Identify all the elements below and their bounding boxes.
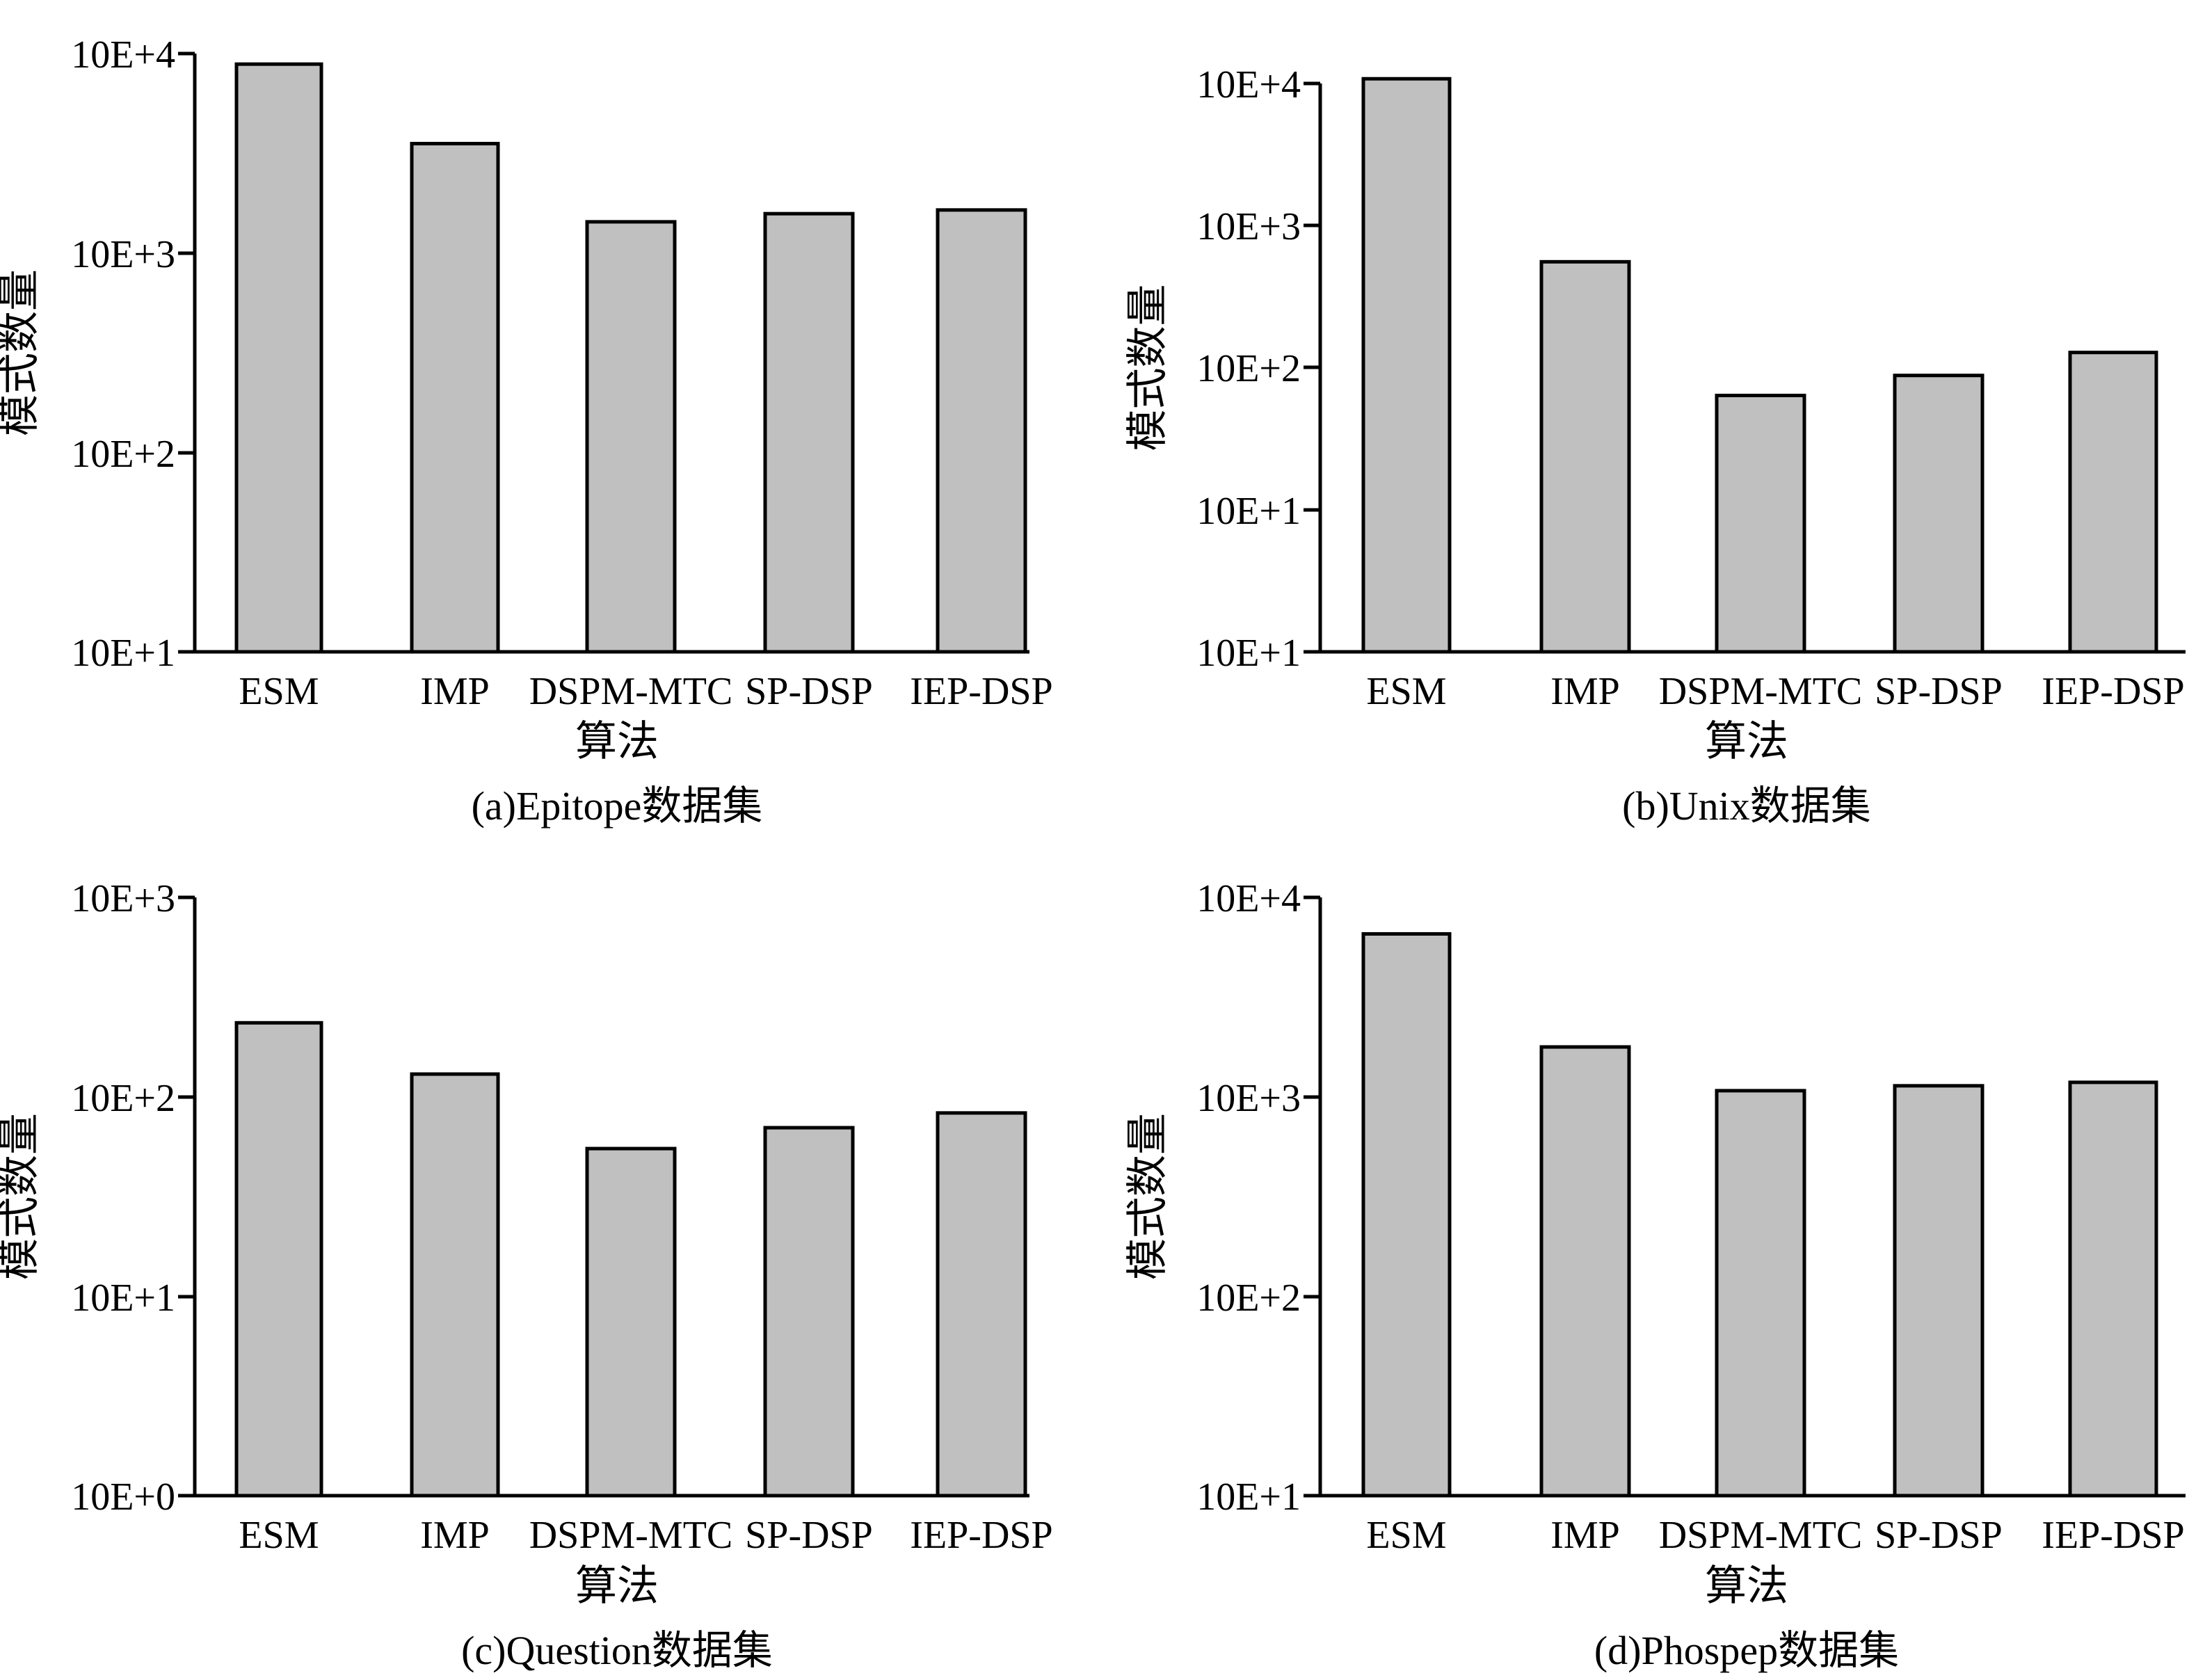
y-tick-label: 10E+1 xyxy=(1196,1475,1301,1519)
bar-imp xyxy=(1539,1045,1631,1498)
bar-esm xyxy=(1361,931,1452,1498)
y-tick-label: 10E+1 xyxy=(1196,490,1301,533)
y-tick-label: 10E+1 xyxy=(71,632,175,675)
x-tick-label: ESM xyxy=(1366,670,1446,713)
y-tick-label: 10E+4 xyxy=(1196,63,1301,106)
x-axis-label: 算法 xyxy=(1705,1563,1788,1609)
x-tick-label: IEP-DSP xyxy=(910,670,1052,713)
chart-panel-c: 10E+0 10E+1 10E+2 10E+3 ESM IMP DSPM-MTC SP-DSP… xyxy=(0,877,1053,1673)
x-tick-label: SP-DSP xyxy=(1875,670,2003,713)
x-tick-label: IMP xyxy=(1550,670,1620,713)
bar-iep-dsp xyxy=(2068,1080,2158,1498)
x-tick-label: IMP xyxy=(420,1514,490,1557)
y-axis-label: 模式数量 xyxy=(0,1113,42,1280)
bar-imp xyxy=(1539,259,1631,654)
chart-caption: (a)Epitope数据集 xyxy=(472,783,763,829)
x-tick-label: DSPM-MTC xyxy=(529,670,733,713)
chart-panel-b: 10E+1 10E+1 10E+2 10E+3 10E+4 ESM IMP DSPM-MTC S… xyxy=(1125,63,2186,829)
y-axis-label: 模式数量 xyxy=(1125,285,1171,451)
chart-caption: (b)Unix数据集 xyxy=(1622,783,1871,829)
bar-iep-dsp xyxy=(936,1111,1027,1498)
x-tick-label: IMP xyxy=(1550,1514,1620,1557)
chart-panel-a: 10E+1 10E+2 10E+3 10E+4 ESM IMP DSPM-MTC SP-DSP… xyxy=(0,33,1053,829)
x-tick-label: IEP-DSP xyxy=(910,1514,1052,1557)
chart-panel-d: 10E+1 10E+2 10E+3 10E+4 ESM IMP DSPM-MTC SP-DSP… xyxy=(1125,877,2186,1673)
x-tick-label: DSPM-MTC xyxy=(1659,670,1863,713)
chart-caption: (d)Phospep数据集 xyxy=(1594,1628,1899,1673)
bar-sp-dsp xyxy=(763,1126,855,1498)
y-tick-label: 10E+0 xyxy=(71,1475,175,1519)
y-tick-label: 10E+3 xyxy=(1196,205,1301,248)
chart-caption: (c)Question数据集 xyxy=(461,1628,773,1673)
x-tick-label: IMP xyxy=(420,670,490,713)
x-tick-label: IEP-DSP xyxy=(2042,1514,2184,1557)
x-axis-label: 算法 xyxy=(1705,719,1788,765)
x-axis-label: 算法 xyxy=(575,1563,659,1609)
x-tick-label: ESM xyxy=(239,670,319,713)
bar-esm xyxy=(234,1021,323,1498)
bar-dspm-mtc xyxy=(585,220,677,654)
bar-sp-dsp xyxy=(763,211,855,654)
x-tick-label: SP-DSP xyxy=(745,670,873,713)
bar-dspm-mtc xyxy=(1715,1089,1806,1498)
x-tick-label: ESM xyxy=(239,1514,319,1557)
bar-dspm-mtc xyxy=(585,1146,677,1498)
y-tick-label: 10E+2 xyxy=(1196,1277,1301,1320)
y-tick-label: 10E+3 xyxy=(1196,1077,1301,1120)
y-tick-label: 10E+4 xyxy=(71,33,175,77)
x-axis-label: 算法 xyxy=(575,719,659,765)
y-tick-label: 10E+1 xyxy=(1196,632,1301,675)
bar-sp-dsp xyxy=(1893,1084,1984,1498)
bar-dspm-mtc xyxy=(1715,393,1806,654)
y-tick-label: 10E+2 xyxy=(71,1077,175,1120)
x-tick-label: ESM xyxy=(1366,1514,1446,1557)
y-tick-label: 10E+3 xyxy=(71,877,175,920)
y-tick-label: 10E+2 xyxy=(1196,347,1301,390)
bar-sp-dsp xyxy=(1893,374,1984,654)
y-axis-label: 模式数量 xyxy=(0,269,42,436)
bar-esm xyxy=(1361,77,1452,654)
x-tick-label: DSPM-MTC xyxy=(529,1514,733,1557)
x-tick-label: IEP-DSP xyxy=(2042,670,2184,713)
bar-imp xyxy=(410,1072,500,1498)
x-tick-label: DSPM-MTC xyxy=(1659,1514,1863,1557)
bar-iep-dsp xyxy=(936,208,1027,654)
y-tick-label: 10E+4 xyxy=(1196,877,1301,920)
bar-imp xyxy=(410,141,500,654)
y-tick-label: 10E+3 xyxy=(71,233,175,276)
y-tick-label: 10E+2 xyxy=(71,433,175,476)
x-tick-label: SP-DSP xyxy=(745,1514,873,1557)
y-tick-label: 10E+1 xyxy=(71,1277,175,1320)
bar-iep-dsp xyxy=(2068,351,2158,654)
bar-esm xyxy=(234,62,323,654)
y-axis-label: 模式数量 xyxy=(1125,1113,1171,1280)
x-tick-label: SP-DSP xyxy=(1875,1514,2003,1557)
